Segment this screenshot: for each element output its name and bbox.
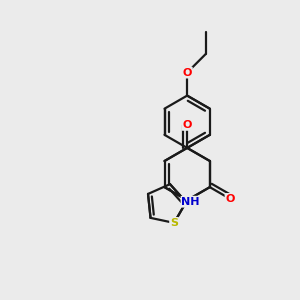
Text: NH: NH: [182, 197, 200, 207]
Text: O: O: [182, 120, 192, 130]
Text: O: O: [182, 68, 192, 78]
Text: S: S: [170, 218, 178, 228]
Text: O: O: [226, 194, 235, 204]
